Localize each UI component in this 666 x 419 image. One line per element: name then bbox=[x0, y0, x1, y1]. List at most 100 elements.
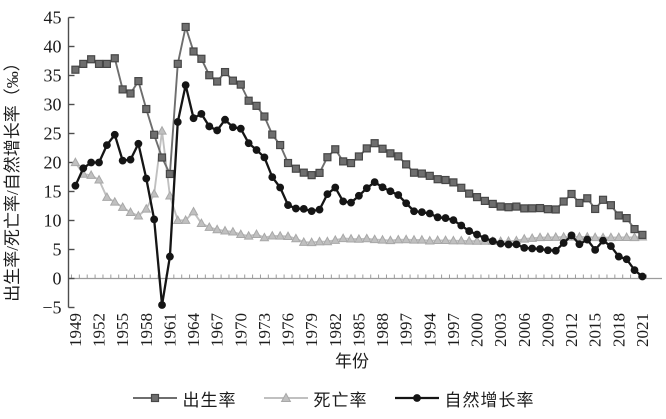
natural-growth-rate-marker bbox=[252, 146, 261, 154]
birth-rate-marker bbox=[630, 224, 639, 234]
death-rate-marker bbox=[314, 236, 325, 246]
death-rate-marker bbox=[621, 232, 632, 241]
natural-growth-rate-marker bbox=[355, 191, 363, 200]
birth-rate-marker bbox=[252, 101, 261, 110]
y-axis-tick-label: 30 bbox=[44, 95, 62, 115]
birth-rate-marker bbox=[433, 175, 442, 184]
natural-growth-rate-marker bbox=[307, 207, 316, 216]
death-rate-marker bbox=[613, 232, 624, 242]
death-rate-marker bbox=[377, 234, 388, 244]
x-axis-tick-label: 1997 bbox=[397, 313, 416, 348]
x-axis-tick-label: 2009 bbox=[538, 313, 557, 347]
death-rate-marker bbox=[101, 191, 112, 201]
natural-growth-rate-marker bbox=[544, 246, 552, 255]
death-rate-marker bbox=[346, 233, 356, 243]
birth-rate-marker bbox=[472, 193, 482, 202]
natural-growth-rate-marker bbox=[567, 231, 576, 240]
natural-growth-legend-marker-icon bbox=[394, 394, 439, 402]
birth-rate-marker bbox=[165, 169, 174, 179]
birth-rate-marker bbox=[402, 160, 411, 169]
birth-rate-marker bbox=[173, 59, 182, 68]
natural-growth-rate-marker bbox=[189, 114, 198, 123]
legend-item-natural-growth: 自然增长率 bbox=[394, 386, 535, 411]
death-rate-marker bbox=[172, 215, 183, 224]
birth-rate-marker bbox=[354, 152, 363, 161]
natural-growth-rate-marker bbox=[103, 141, 111, 150]
birth-rate-marker bbox=[378, 144, 387, 153]
natural-growth-rate-marker bbox=[449, 216, 458, 225]
x-axis-title: 年份 bbox=[335, 352, 369, 371]
birth-rate-marker bbox=[142, 104, 151, 114]
death-rate-marker bbox=[330, 234, 341, 244]
death-rate-marker bbox=[393, 234, 404, 244]
natural-growth-legend-circle-icon bbox=[412, 394, 421, 402]
birth-rate-marker bbox=[598, 195, 608, 204]
birth-rate-marker bbox=[189, 47, 198, 56]
natural-growth-rate-marker bbox=[284, 201, 292, 209]
birth-rate-marker bbox=[606, 201, 616, 210]
death-rate-marker bbox=[164, 190, 175, 200]
natural-growth-rate-marker bbox=[575, 240, 584, 249]
natural-growth-rate-marker bbox=[181, 81, 190, 90]
birth-rate-marker bbox=[551, 205, 560, 214]
birth-rate-marker bbox=[339, 157, 348, 166]
birth-rate-marker bbox=[417, 169, 426, 178]
death-rate-marker bbox=[464, 235, 475, 245]
death-rate-marker bbox=[188, 206, 199, 216]
birth-rate-marker bbox=[394, 152, 403, 161]
natural-growth-rate-marker bbox=[488, 237, 497, 245]
natural-growth-rate-marker bbox=[520, 243, 529, 252]
x-axis-tick-label: 1988 bbox=[373, 313, 392, 347]
birth-rate-marker bbox=[220, 67, 230, 77]
natural-growth-rate-marker bbox=[386, 187, 395, 196]
birth-rate-marker bbox=[575, 198, 584, 208]
death-rate-marker bbox=[133, 210, 144, 220]
birth-rate-marker bbox=[370, 139, 379, 148]
natural-growth-rate-marker bbox=[299, 205, 308, 213]
birth-rate-marker bbox=[614, 211, 623, 220]
birth-rate-legend-label: 出生率 bbox=[182, 390, 237, 410]
death-rate-marker bbox=[109, 196, 120, 206]
x-axis-tick-label: 1952 bbox=[90, 313, 109, 347]
death-rate-marker bbox=[125, 207, 136, 216]
natural-growth-rate-marker bbox=[276, 183, 285, 192]
x-axis-tick-label: 1967 bbox=[208, 313, 227, 348]
death-rate-marker bbox=[259, 232, 270, 242]
death-rate-line bbox=[74, 130, 643, 244]
natural-growth-rate-marker bbox=[465, 227, 474, 235]
death-rate-marker bbox=[204, 221, 215, 231]
death-rate-marker bbox=[227, 226, 238, 236]
death-rate-marker bbox=[409, 234, 419, 244]
natural-growth-rate-marker bbox=[142, 174, 151, 183]
birth-rate-marker bbox=[323, 153, 332, 162]
natural-growth-rate-marker bbox=[599, 236, 607, 245]
death-rate-marker bbox=[385, 235, 396, 245]
natural-growth-rate-marker bbox=[457, 221, 466, 230]
natural-growth-rate-marker bbox=[473, 230, 481, 239]
natural-growth-rate-marker bbox=[622, 255, 631, 264]
x-axis-tick-label: 1979 bbox=[302, 313, 321, 347]
natural-growth-rate-marker bbox=[79, 164, 88, 173]
x-axis-tick-label: 1964 bbox=[184, 313, 203, 348]
natural-growth-rate-marker bbox=[236, 124, 245, 133]
death-rate-marker bbox=[196, 218, 207, 227]
natural-growth-rate-marker bbox=[370, 178, 379, 187]
natural-growth-rate-marker bbox=[630, 266, 639, 274]
natural-growth-rate-marker bbox=[614, 252, 623, 261]
natural-growth-rate-marker bbox=[347, 198, 355, 207]
natural-growth-rate-marker bbox=[402, 199, 411, 208]
birth-rate-marker bbox=[102, 59, 112, 69]
x-axis-tick-label: 1982 bbox=[326, 313, 345, 347]
x-axis-tick-label: 2000 bbox=[468, 313, 487, 347]
natural-growth-rate-marker bbox=[528, 244, 537, 253]
death-rate-marker bbox=[629, 232, 640, 242]
birth-rate-marker bbox=[244, 96, 253, 105]
birth-rate-marker bbox=[638, 230, 647, 239]
death-rate-marker bbox=[550, 231, 561, 241]
y-axis-tick-label: 5 bbox=[53, 240, 62, 260]
natural-growth-rate-marker bbox=[496, 239, 505, 248]
birth-rate-marker bbox=[528, 204, 537, 213]
birth-rate-marker bbox=[449, 178, 458, 187]
natural-growth-rate-marker bbox=[481, 234, 489, 243]
death-rate-marker bbox=[180, 214, 191, 224]
